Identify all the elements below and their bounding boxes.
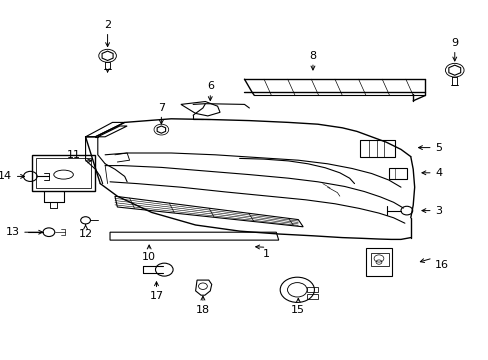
Text: 4: 4 <box>434 168 442 178</box>
Text: 6: 6 <box>206 81 213 91</box>
Text: 8: 8 <box>309 51 316 61</box>
Text: 15: 15 <box>291 305 305 315</box>
Text: 12: 12 <box>79 229 92 239</box>
Text: 9: 9 <box>450 38 457 48</box>
Text: 5: 5 <box>434 143 441 153</box>
Text: 1: 1 <box>263 249 269 259</box>
Text: 11: 11 <box>66 150 81 160</box>
Text: 17: 17 <box>149 291 163 301</box>
Bar <box>388 168 407 179</box>
Text: 3: 3 <box>434 206 441 216</box>
Bar <box>360 140 394 157</box>
Text: 10: 10 <box>142 252 156 262</box>
Text: 7: 7 <box>158 103 164 113</box>
Text: 13: 13 <box>5 227 20 237</box>
Text: 18: 18 <box>196 305 209 315</box>
Text: 16: 16 <box>434 260 448 270</box>
Text: 2: 2 <box>104 20 111 30</box>
Text: 14: 14 <box>0 171 12 181</box>
